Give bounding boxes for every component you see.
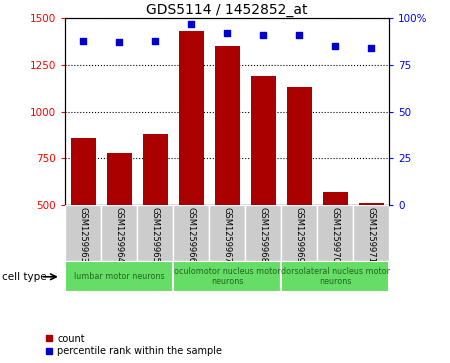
Bar (209, 205, 245, 261)
Bar (287, 87, 312, 205)
Bar (71, 138, 96, 205)
Text: dorsolateral nucleus motor
neurons: dorsolateral nucleus motor neurons (281, 267, 390, 286)
Bar (173, 261, 281, 292)
Point (152, 38, 159, 44)
Bar (251, 76, 276, 205)
Point (80, 38, 87, 44)
Bar (101, 205, 137, 261)
Bar (65, 205, 101, 261)
Point (332, 43, 339, 49)
Bar (179, 31, 204, 205)
Bar (323, 192, 348, 205)
Bar (65, 261, 173, 292)
Text: GSM1259967: GSM1259967 (223, 207, 232, 263)
Text: lumbar motor neurons: lumbar motor neurons (74, 272, 165, 281)
Text: GSM1259966: GSM1259966 (187, 207, 196, 263)
Point (224, 30, 231, 36)
Text: GSM1259965: GSM1259965 (151, 207, 160, 263)
Bar (143, 134, 168, 205)
Point (116, 40, 123, 45)
Bar (353, 205, 389, 261)
Point (368, 45, 375, 51)
Text: GSM1259969: GSM1259969 (295, 207, 304, 263)
Title: GDS5114 / 1452852_at: GDS5114 / 1452852_at (147, 3, 308, 17)
Point (260, 32, 267, 38)
Bar (359, 203, 384, 205)
Bar (107, 153, 132, 205)
Bar (281, 261, 389, 292)
Point (188, 21, 195, 26)
Bar (137, 205, 173, 261)
Text: GSM1259963: GSM1259963 (79, 207, 88, 263)
Text: cell type: cell type (2, 272, 47, 282)
Text: GSM1259970: GSM1259970 (331, 207, 340, 263)
Text: GSM1259971: GSM1259971 (367, 207, 376, 263)
Bar (245, 205, 281, 261)
Legend: count, percentile rank within the sample: count, percentile rank within the sample (45, 334, 222, 356)
Bar (317, 205, 353, 261)
Text: GSM1259964: GSM1259964 (115, 207, 124, 263)
Text: oculomotor nucleus motor
neurons: oculomotor nucleus motor neurons (174, 267, 280, 286)
Bar (281, 205, 317, 261)
Bar (173, 205, 209, 261)
Text: GSM1259968: GSM1259968 (259, 207, 268, 263)
Bar (215, 46, 240, 205)
Point (296, 32, 303, 38)
